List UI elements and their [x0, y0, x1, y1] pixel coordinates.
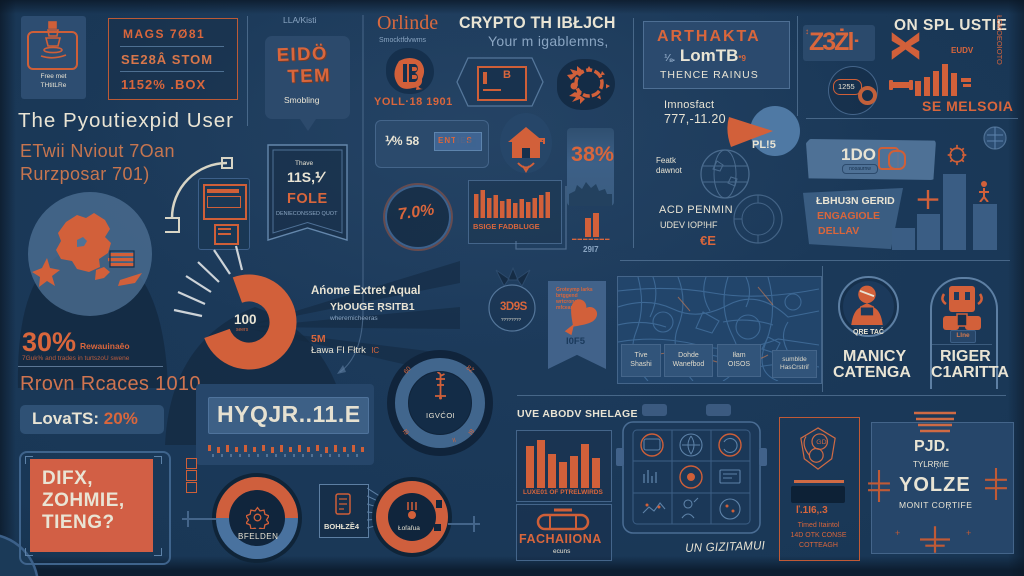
svg-text:GD: GD	[816, 439, 826, 446]
